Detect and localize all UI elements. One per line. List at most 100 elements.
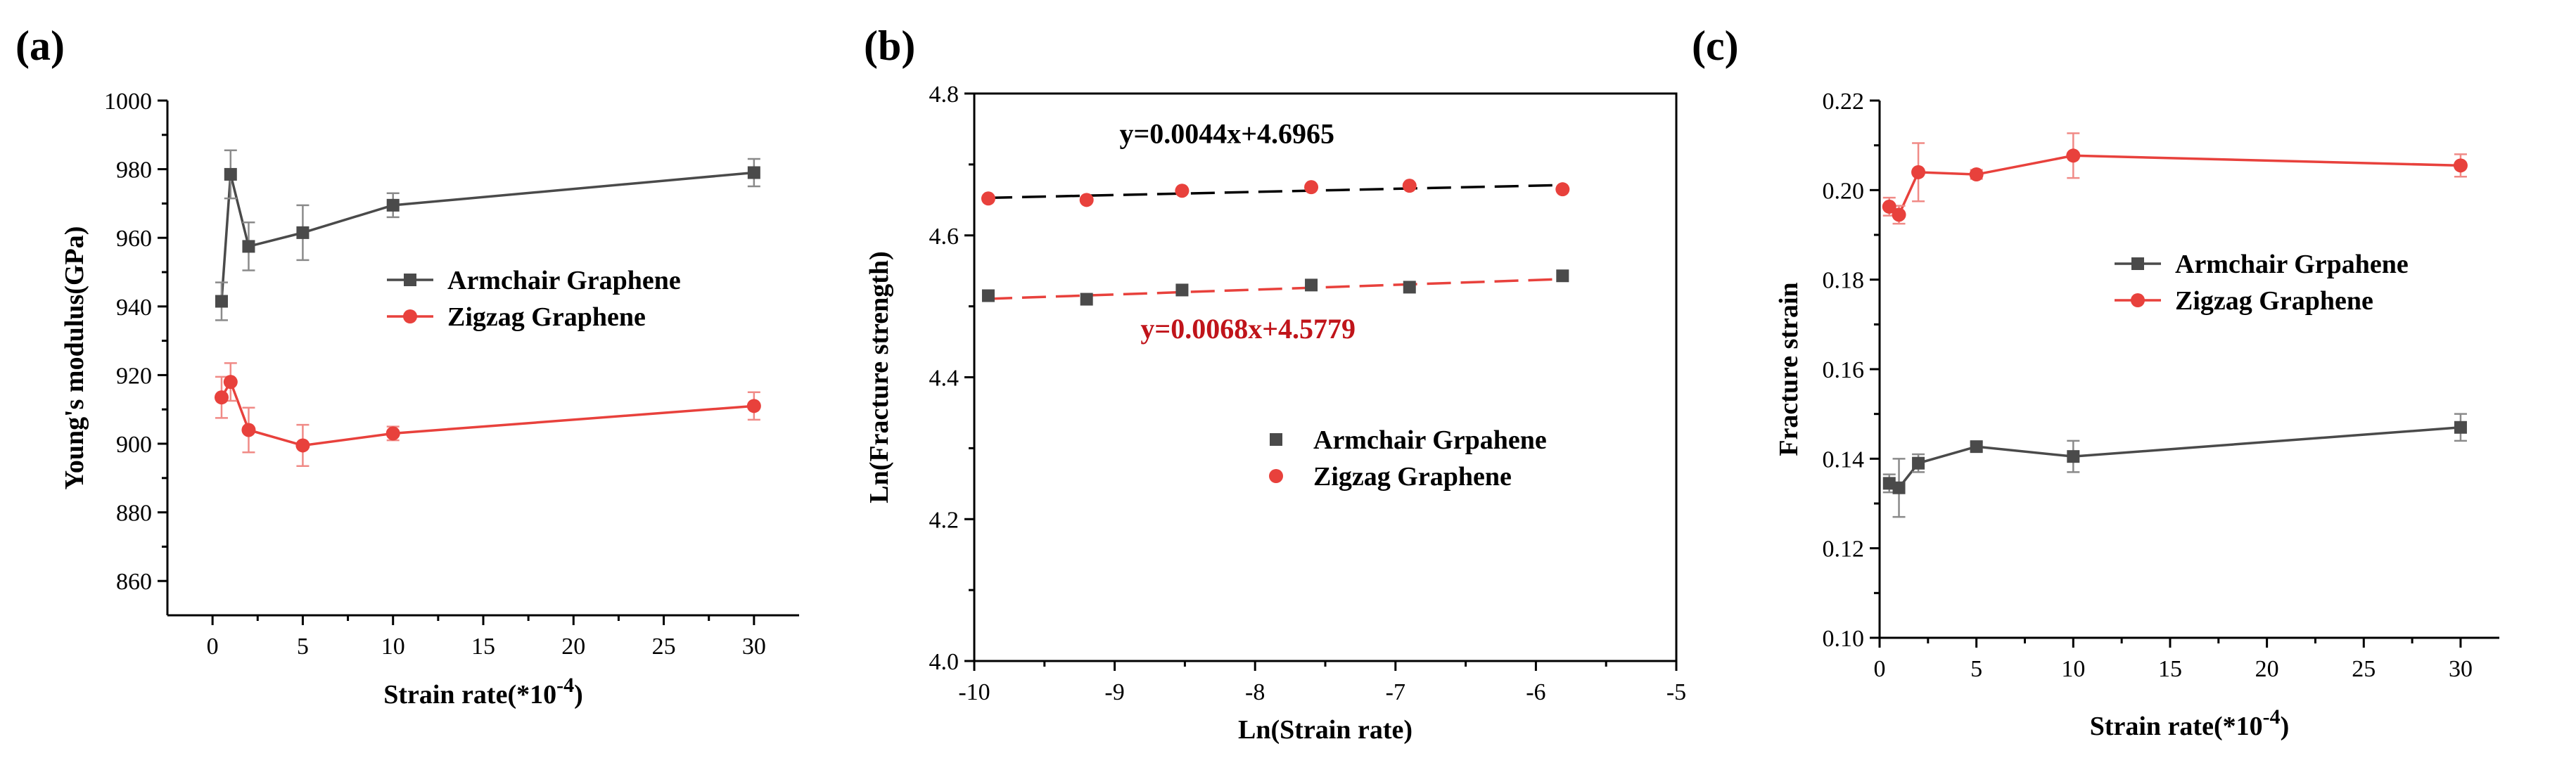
data-point (1555, 182, 1570, 197)
series-armchair-grpahene (1882, 413, 2467, 518)
series-line (220, 171, 755, 302)
y-tick-label: 4.4 (929, 366, 959, 392)
data-point (981, 289, 995, 302)
legend-marker (2131, 293, 2145, 307)
data-point (1556, 269, 1569, 283)
y-axis-label: Young's modulus(GPa) (60, 226, 89, 490)
chart-panel-2: (b) -10 -9 -8 -7 -6 -5 4.0 4.2 4.4 4.6 4.8 Ln(Strain… (864, 23, 1686, 745)
series-armchair-grpahene (981, 269, 1569, 306)
data-point (1882, 477, 1896, 490)
x-tick-label: 30 (742, 634, 766, 660)
y-tick-label: 0.12 (1823, 537, 1865, 563)
data-point (1079, 193, 1094, 207)
y-tick-label: 0.14 (1823, 447, 1865, 473)
y-tick-label: 4.2 (929, 507, 959, 533)
legend-marker (2131, 257, 2144, 270)
x-tick-label: 30 (2449, 656, 2473, 682)
data-point (981, 191, 995, 206)
data-point (214, 390, 229, 405)
x-tick-label: 5 (297, 634, 309, 660)
data-point (746, 399, 761, 413)
data-point (1080, 293, 1093, 306)
data-point (385, 426, 400, 441)
x-tick-label: -7 (1386, 679, 1405, 705)
y-tick-label: 860 (116, 569, 152, 595)
x-axis-label-close: ) (2281, 712, 2290, 741)
y-tick-label: 0.22 (1823, 89, 1865, 115)
x-tick-label: 5 (1970, 656, 1982, 682)
x-tick-label: -8 (1245, 679, 1265, 705)
y-tick-label: 880 (116, 501, 152, 527)
x-tick-label: 10 (381, 634, 405, 660)
x-axis-label-close: ) (574, 680, 583, 710)
x-tick-label: 20 (2255, 656, 2279, 682)
y-tick-label: 920 (116, 363, 152, 389)
x-tick-label: -9 (1104, 679, 1124, 705)
x-axis-label-text: Strain rate(*10 (383, 680, 556, 710)
data-point (224, 167, 237, 181)
x-axis-label-exponent: -4 (556, 674, 574, 697)
data-point (386, 198, 400, 212)
data-point (241, 423, 256, 437)
x-tick-label: 25 (2352, 656, 2376, 682)
series-zigzag-graphene (981, 179, 1570, 207)
fit-line (988, 184, 1563, 200)
data-point (1304, 180, 1319, 195)
fit-line (988, 278, 1563, 300)
data-point (1882, 199, 1896, 214)
y-tick-label: 0.10 (1823, 626, 1865, 652)
data-point (242, 240, 255, 253)
x-tick-label: 10 (2061, 656, 2085, 682)
series-line (1888, 154, 2461, 217)
legend-marker (1270, 433, 1282, 446)
x-axis-label: Strain rate(*10-4) (383, 674, 583, 710)
data-point (2066, 148, 2081, 163)
y-tick-label: 4.0 (929, 649, 959, 675)
x-tick-label: 0 (1874, 656, 1886, 682)
axes-frame (973, 92, 1678, 662)
data-point (1402, 179, 1417, 193)
y-tick-label: 900 (116, 432, 152, 458)
series-line (220, 379, 754, 447)
x-tick-label: 20 (561, 634, 585, 660)
data-point (1403, 281, 1416, 294)
data-point (295, 438, 310, 453)
data-point (2067, 450, 2080, 463)
chart-panel-3: (c) 0 5 10 15 20 25 30 0.10 0.12 0.14 0.16 0.18 0.20 0… (1692, 23, 2499, 741)
y-tick-label: 4.8 (929, 82, 959, 108)
y-tick-label: 4.6 (929, 224, 959, 250)
data-point (2453, 158, 2468, 173)
x-tick-label: -5 (1666, 679, 1686, 705)
fit-equation: y=0.0068x+4.5779 (1140, 313, 1356, 345)
legend-marker (403, 309, 417, 323)
x-tick-label: 15 (2158, 656, 2182, 682)
legend-label: Armchair Grpahene (2175, 250, 2409, 279)
series-zigzag-graphene (214, 362, 761, 467)
data-point (1892, 481, 1906, 494)
x-axis-label-text: Ln(Strain rate) (1238, 715, 1413, 745)
x-axis-label-exponent: -4 (2263, 705, 2281, 729)
x-tick-label: 0 (207, 634, 219, 660)
legend-marker (1269, 469, 1283, 483)
legend-label: Armchair Grpahene (1313, 425, 1547, 455)
y-axis-label: Ln(Fracture strength) (865, 251, 894, 503)
x-axis-label-text: Strain rate(*10 (2090, 712, 2263, 741)
y-tick-label: 0.16 (1823, 357, 1865, 383)
data-point (1305, 278, 1318, 292)
y-tick-label: 0.20 (1823, 178, 1865, 204)
y-tick-label: 960 (116, 226, 152, 252)
data-point (1892, 207, 1906, 222)
x-tick-label: -10 (958, 679, 990, 705)
data-point (1912, 456, 1925, 470)
panel-label: (c) (1692, 23, 1739, 69)
y-tick-label: 1000 (104, 89, 152, 115)
x-tick-label: 25 (652, 634, 676, 660)
x-tick-label: -6 (1526, 679, 1545, 705)
panel-label: (b) (864, 23, 915, 69)
data-point (1175, 184, 1190, 198)
x-axis-label: Strain rate(*10-4) (2090, 705, 2290, 741)
x-tick-label: 15 (471, 634, 495, 660)
data-point (215, 295, 228, 308)
y-tick-label: 940 (116, 295, 152, 321)
